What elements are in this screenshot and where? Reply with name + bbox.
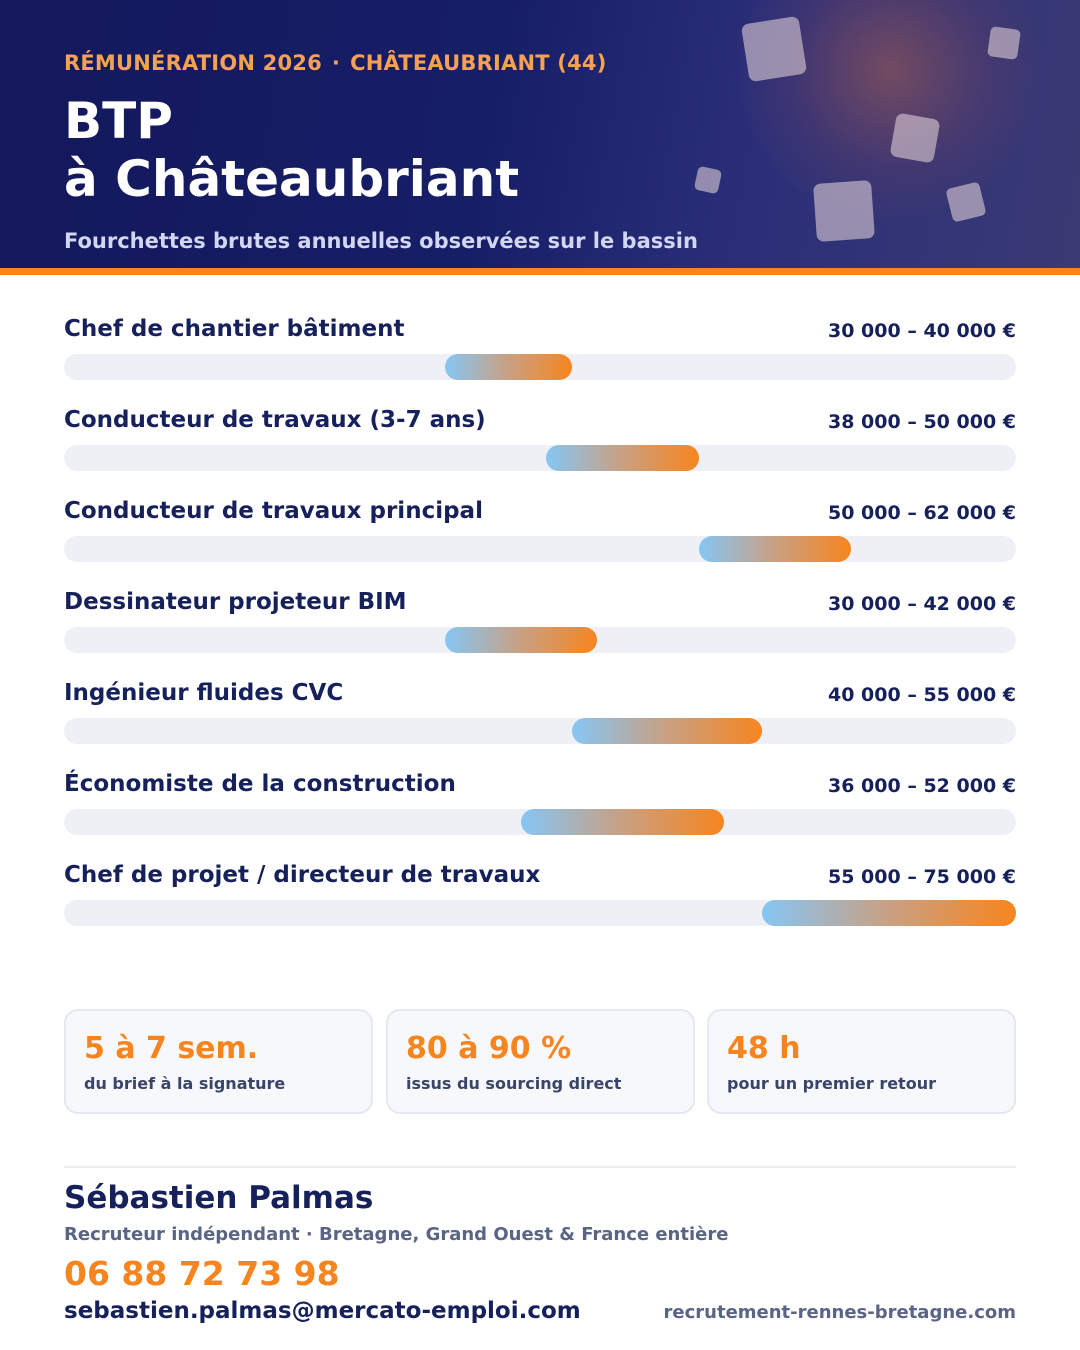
bar-track <box>64 536 1016 562</box>
kicker-location: CHÂTEAUBRIANT (44) <box>350 51 607 75</box>
chart-row: Ingénieur fluides CVC 40 000 – 55 000 € <box>64 664 1016 755</box>
stat-card-response: 48 h pour un premier retour <box>707 1009 1016 1114</box>
range-bar <box>762 900 1016 926</box>
stat-card-delay: 5 à 7 sem. du brief à la signature <box>64 1009 373 1114</box>
header-banner: RÉMUNÉRATION 2026 · CHÂTEAUBRIANT (44) BTP… <box>0 0 1080 268</box>
contact-phone-link[interactable]: 06 88 72 73 98 <box>64 1254 340 1293</box>
category-label: Conducteur de travaux principal <box>64 498 483 524</box>
decorative-square <box>813 180 875 242</box>
range-bar <box>444 354 572 380</box>
kicker-separator: · <box>331 51 341 75</box>
range-bar <box>546 445 699 471</box>
stats-row: 5 à 7 sem. du brief à la signature 80 à … <box>64 1009 1016 1114</box>
range-value-label: 30 000 – 42 000 € <box>828 593 1016 615</box>
decorative-square <box>987 26 1021 60</box>
bar-track <box>64 718 1016 744</box>
page-subtitle: Fourchettes brutes annuelles observées s… <box>64 229 698 253</box>
kicker-topic: RÉMUNÉRATION 2026 <box>64 51 322 75</box>
chart-row: Conducteur de travaux principal 50 000 – … <box>64 482 1016 573</box>
range-value-label: 36 000 – 52 000 € <box>828 775 1016 797</box>
chart-row: Chef de projet / directeur de travaux 55 … <box>64 846 1016 937</box>
stat-caption: pour un premier retour <box>727 1074 936 1093</box>
category-label: Conducteur de travaux (3-7 ans) <box>64 407 486 433</box>
chart-row: Économiste de la construction 36 000 – 52… <box>64 755 1016 846</box>
range-bar <box>520 809 725 835</box>
stat-value: 5 à 7 sem. <box>84 1031 259 1066</box>
chart-row: Chef de chantier bâtiment 30 000 – 40 000… <box>64 300 1016 391</box>
stat-caption: issus du sourcing direct <box>406 1074 622 1093</box>
decorative-square <box>693 165 723 195</box>
chart-row: Dessinateur projeteur BIM 30 000 – 42 000… <box>64 573 1016 664</box>
range-value-label: 38 000 – 50 000 € <box>828 411 1016 433</box>
range-bar <box>571 718 763 744</box>
bar-track <box>64 809 1016 835</box>
range-value-label: 50 000 – 62 000 € <box>828 502 1016 524</box>
title-line-1: BTP <box>64 92 173 150</box>
header-kicker: RÉMUNÉRATION 2026 · CHÂTEAUBRIANT (44) <box>64 51 607 75</box>
decorative-square <box>740 15 808 83</box>
range-value-label: 30 000 – 40 000 € <box>828 320 1016 342</box>
range-bar <box>698 536 851 562</box>
bar-track <box>64 445 1016 471</box>
chart-row: Conducteur de travaux (3-7 ans) 38 000 – … <box>64 391 1016 482</box>
stat-value: 80 à 90 % <box>406 1031 572 1066</box>
bar-track <box>64 900 1016 926</box>
stat-value: 48 h <box>727 1031 801 1066</box>
header-accent-stripe <box>0 268 1080 275</box>
category-label: Chef de projet / directeur de travaux <box>64 862 541 888</box>
stat-caption: du brief à la signature <box>84 1074 286 1093</box>
contact-name: Sébastien Palmas <box>64 1180 374 1216</box>
stat-card-sourcing: 80 à 90 % issus du sourcing direct <box>386 1009 695 1114</box>
category-label: Dessinateur projeteur BIM <box>64 589 407 615</box>
page-title: BTP à Châteaubriant <box>64 92 519 208</box>
range-bar <box>444 627 598 653</box>
bar-track <box>64 627 1016 653</box>
contact-email-link[interactable]: sebastien.palmas@mercato-emploi.com <box>64 1298 581 1324</box>
category-label: Chef de chantier bâtiment <box>64 316 405 342</box>
contact-role: Recruteur indépendant · Bretagne, Grand … <box>64 1224 729 1245</box>
range-value-label: 40 000 – 55 000 € <box>828 684 1016 706</box>
title-line-2: à Châteaubriant <box>64 150 520 208</box>
range-value-label: 55 000 – 75 000 € <box>828 866 1016 888</box>
contact-website-link[interactable]: recrutement-rennes-bretagne.com <box>663 1302 1016 1323</box>
bar-track <box>64 354 1016 380</box>
footer-divider <box>64 1166 1016 1168</box>
category-label: Ingénieur fluides CVC <box>64 680 344 706</box>
category-label: Économiste de la construction <box>64 771 456 797</box>
decorative-square <box>889 112 941 164</box>
